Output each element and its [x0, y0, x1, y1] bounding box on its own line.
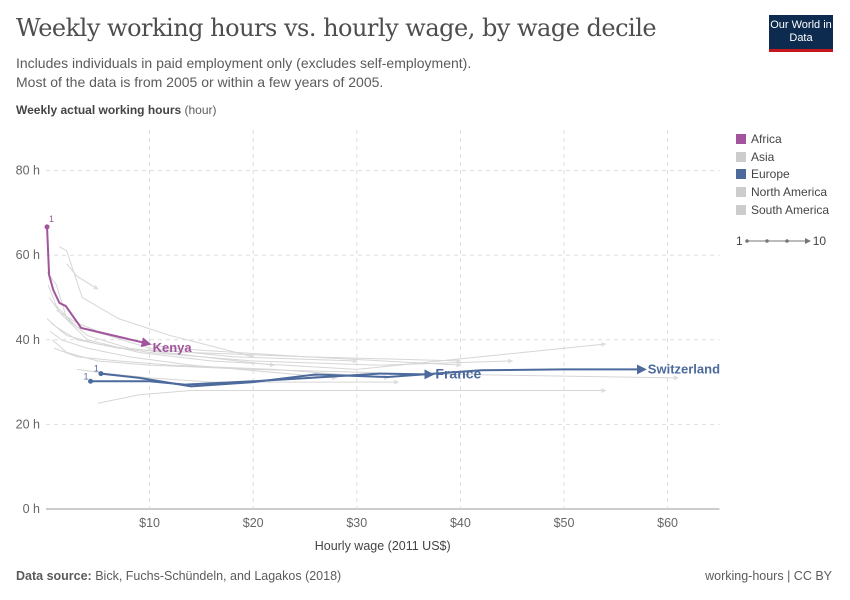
- y-tick-label: 0 h: [23, 502, 40, 516]
- background-series-line: [59, 246, 255, 359]
- subtitle-line: Most of the data is from 2005 or within …: [16, 74, 384, 90]
- x-tick-label: $30: [346, 516, 367, 530]
- legend-item[interactable]: North America: [736, 183, 829, 201]
- legend-item[interactable]: Europe: [736, 166, 829, 184]
- background-series-line: [97, 388, 607, 404]
- series-line-france: [90, 369, 435, 386]
- size-legend-start: 1: [736, 233, 743, 248]
- chart-title: Weekly working hours vs. hourly wage, by…: [16, 14, 657, 42]
- size-legend-arrow-icon: [744, 237, 811, 244]
- background-series-line: [46, 318, 462, 368]
- legend-item[interactable]: Africa: [736, 130, 829, 148]
- logo-text: Our World in Data: [770, 19, 832, 44]
- footer-license[interactable]: working-hours | CC BY: [705, 569, 832, 583]
- y-axis-label: Weekly actual working hours (hour): [16, 103, 217, 117]
- legend-swatch: [736, 133, 746, 144]
- series-line-switzerland: [100, 364, 647, 388]
- x-tick-label: $20: [243, 516, 264, 530]
- y-tick-label: 40 h: [16, 333, 40, 347]
- background-series-line: [66, 263, 99, 290]
- legend-swatch: [736, 205, 746, 216]
- legend-label: Africa: [751, 131, 782, 146]
- data-source: Data source: Bick, Fuchs-Schündeln, and …: [16, 569, 341, 583]
- background-series-line: [56, 309, 358, 364]
- series-start-point: [98, 371, 104, 377]
- owid-logo[interactable]: Our World in Data: [769, 15, 833, 52]
- y-tick-label: 20 h: [16, 417, 40, 431]
- size-legend: 1 10: [736, 234, 829, 248]
- background-series-line: [48, 297, 607, 370]
- series-start-label: 1: [84, 371, 89, 381]
- series-start-label: 1: [94, 364, 99, 374]
- legend-label: South America: [751, 203, 830, 218]
- size-legend-end: 10: [812, 233, 827, 248]
- x-tick-label: $50: [554, 516, 575, 530]
- legend-label: Asia: [751, 149, 775, 164]
- y-axis-label-main: Weekly actual working hours: [16, 103, 182, 117]
- legend: Africa Asia Europe North America South Ameri…: [736, 130, 829, 248]
- subtitle-line: Includes individuals in paid employment …: [16, 55, 472, 71]
- source-label: Data source:: [16, 569, 92, 583]
- x-tick-label: $60: [657, 516, 678, 530]
- y-axis-unit: (hour): [184, 103, 217, 117]
- series-start-point: [88, 378, 94, 384]
- y-tick-label: 80 h: [16, 164, 40, 178]
- x-tick-label: $40: [450, 516, 471, 530]
- legend-swatch: [736, 187, 746, 198]
- chart-subtitle: Includes individuals in paid employment …: [16, 54, 471, 92]
- legend-swatch: [736, 151, 746, 162]
- legend-label: Europe: [751, 167, 790, 182]
- background-series-line: [47, 284, 462, 364]
- series-start-label: 1: [49, 214, 54, 224]
- background-series-line: [54, 347, 389, 381]
- legend-item[interactable]: South America: [736, 201, 829, 219]
- background-series-line: [50, 322, 514, 366]
- series-label: France: [435, 365, 481, 381]
- source-text[interactable]: Bick, Fuchs-Schündeln, and Lagakos (2018…: [95, 569, 342, 583]
- legend-item[interactable]: Asia: [736, 148, 829, 166]
- y-tick-label: 60 h: [16, 248, 40, 262]
- series-start-point: [44, 224, 50, 230]
- x-axis-label: Hourly wage (2011 US$): [315, 539, 451, 553]
- series-label: Kenya: [153, 340, 193, 355]
- series-line-kenya: [46, 226, 152, 348]
- legend-swatch: [736, 169, 746, 180]
- series-label: Switzerland: [648, 361, 720, 376]
- legend-label: North America: [751, 185, 828, 200]
- x-tick-label: $10: [139, 516, 160, 530]
